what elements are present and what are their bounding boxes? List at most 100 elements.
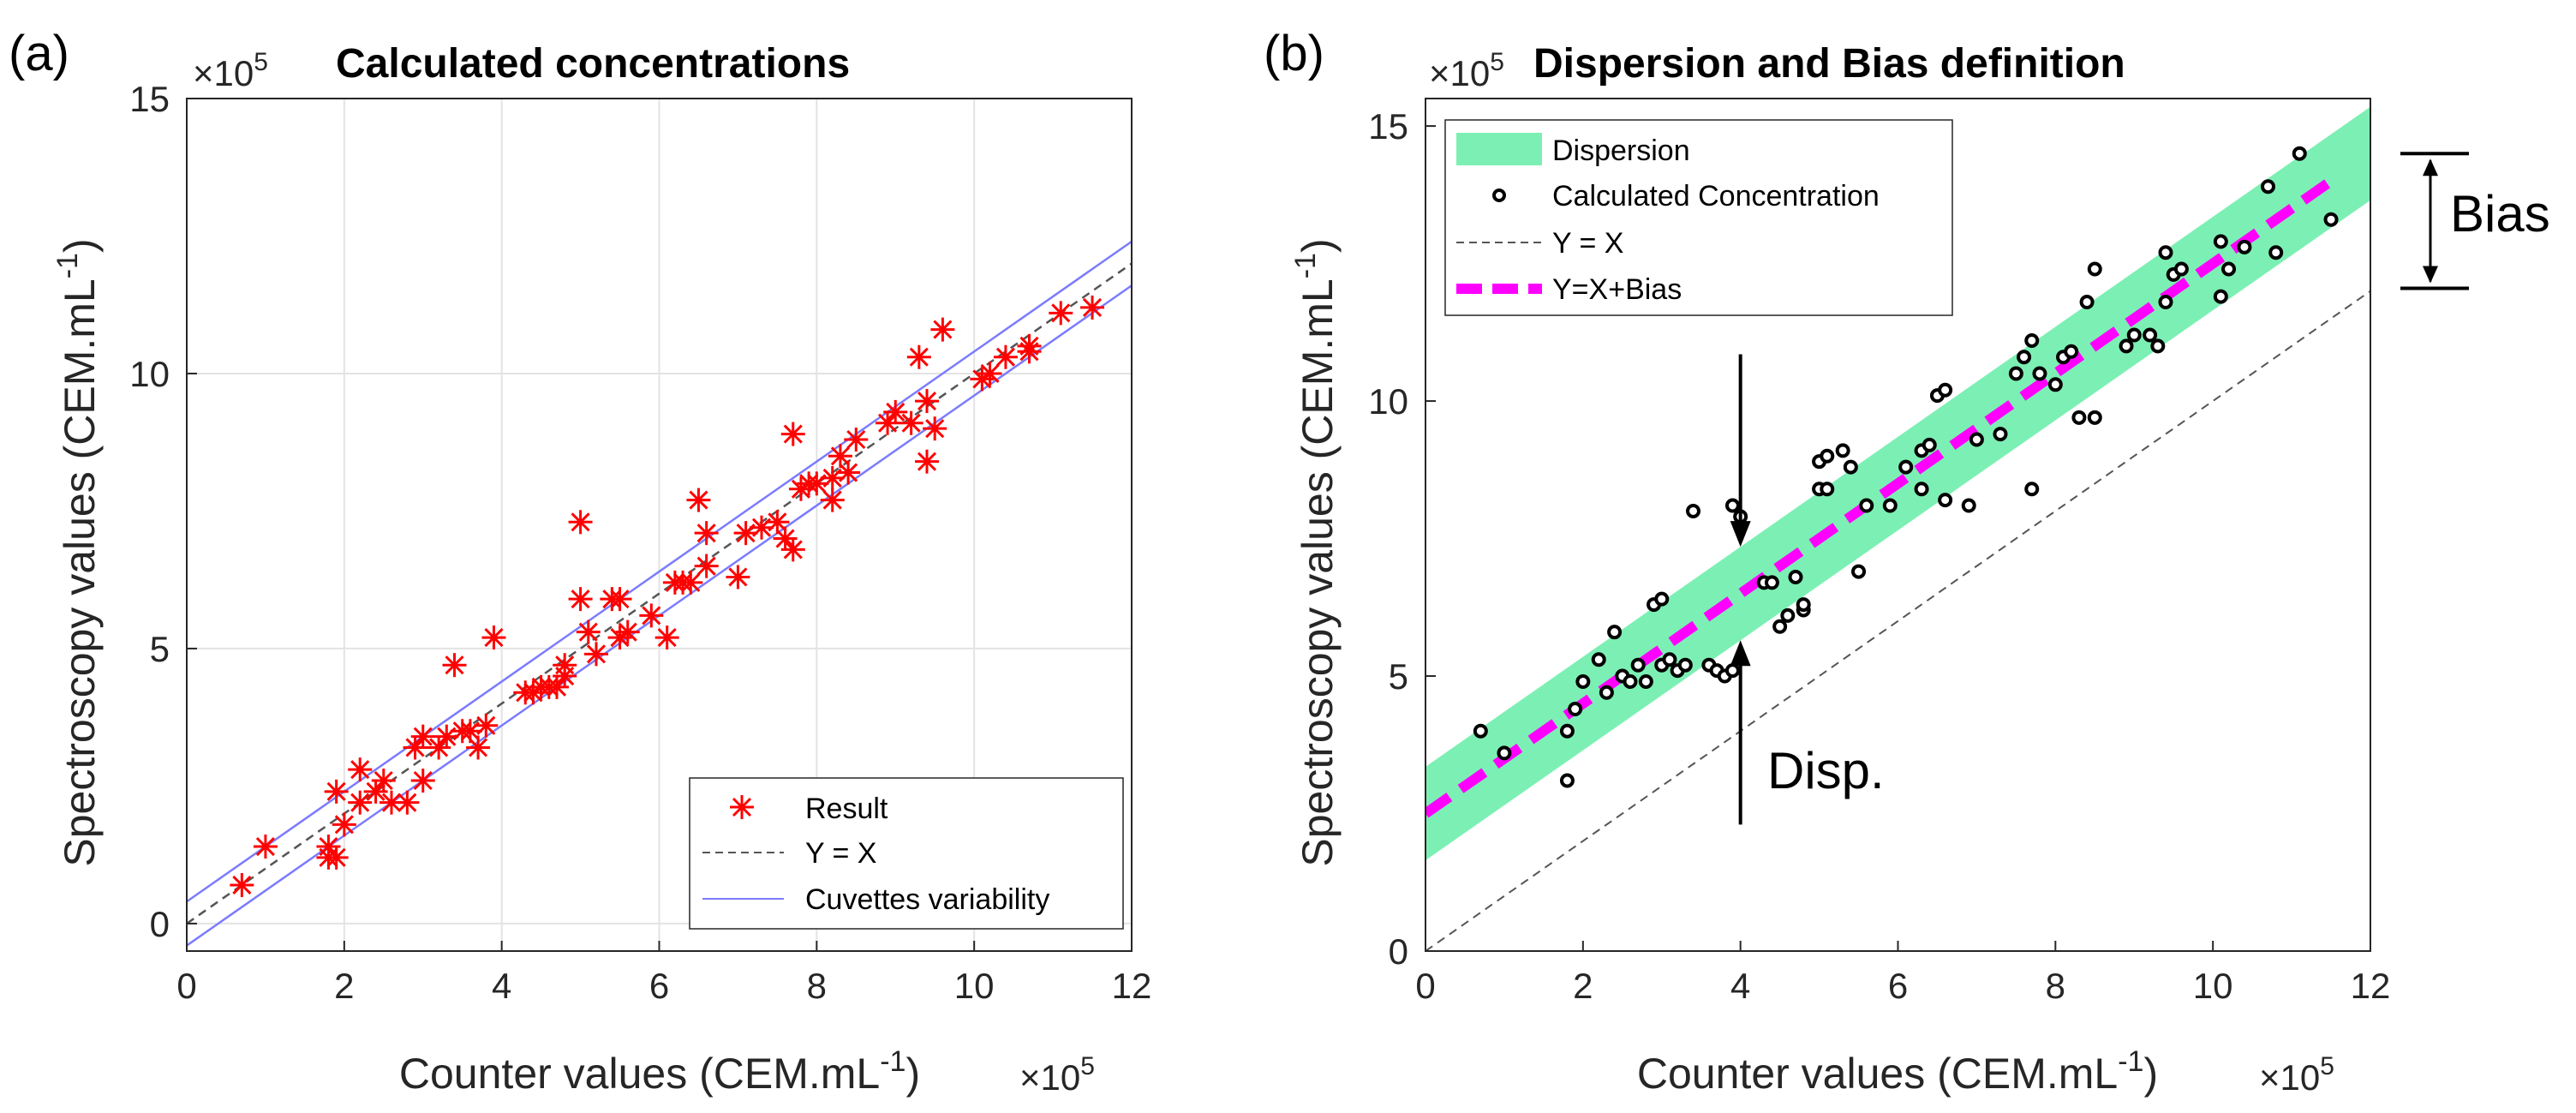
calculated-point bbox=[1780, 607, 1796, 623]
result-point bbox=[844, 428, 869, 452]
result-point bbox=[568, 510, 593, 535]
calculated-point bbox=[1764, 575, 1779, 590]
result-point bbox=[780, 422, 805, 446]
calculated-point bbox=[1820, 482, 1835, 497]
panel-b-ticks: 0 2 4 6 8 10 12 0 5 10 15 bbox=[1368, 106, 2390, 1006]
calculated-point bbox=[2032, 366, 2047, 381]
panel-a-legend: Result Y = X Cuvettes variability bbox=[689, 777, 1124, 930]
calculated-point bbox=[2064, 344, 2079, 359]
calculated-point bbox=[2087, 261, 2102, 277]
calculated-point bbox=[1969, 432, 1984, 447]
calculated-point bbox=[1686, 503, 1701, 518]
calculated-point bbox=[2268, 245, 2284, 260]
calculated-point bbox=[2292, 146, 2307, 161]
calculated-point bbox=[1559, 773, 1575, 788]
calculated-point bbox=[2143, 327, 2158, 343]
calculated-point bbox=[2261, 179, 2276, 194]
result-point bbox=[820, 488, 845, 512]
calculated-point bbox=[1914, 482, 1929, 497]
calculated-point bbox=[2213, 289, 2228, 304]
result-point bbox=[615, 619, 640, 644]
panel-a-label: (a) bbox=[9, 26, 69, 81]
x-tick-label: 8 bbox=[807, 966, 827, 1006]
result-point bbox=[568, 587, 593, 612]
legend-result-marker bbox=[730, 795, 754, 819]
calculated-point bbox=[2173, 261, 2189, 277]
x-tick-label: 0 bbox=[176, 966, 196, 1006]
calculated-point bbox=[1882, 498, 1898, 513]
panel-b-xlabel: Counter values (CEM.mL-1) bbox=[1637, 1045, 2158, 1098]
panel-b-markers bbox=[1473, 146, 2339, 788]
calculated-point bbox=[1851, 564, 1867, 579]
calculated-point bbox=[1859, 498, 1874, 513]
calculated-point bbox=[1772, 619, 1788, 634]
result-point bbox=[820, 465, 845, 490]
calculated-point bbox=[2017, 350, 2032, 365]
calculated-point bbox=[1835, 443, 1850, 458]
calculated-point bbox=[2237, 239, 2252, 254]
result-point bbox=[780, 537, 805, 562]
result-point bbox=[1049, 301, 1073, 326]
x-tick-label: 8 bbox=[2046, 966, 2065, 1006]
result-point bbox=[923, 416, 947, 441]
calculated-point bbox=[2158, 245, 2173, 260]
result-point bbox=[481, 625, 506, 650]
panel-a-title: Calculated concentrations bbox=[336, 41, 850, 87]
panel-b-ylabel: Spectroscopy values (CEM.mL-1) bbox=[1289, 238, 1342, 866]
panel-b-label: (b) bbox=[1264, 26, 1324, 81]
result-point bbox=[694, 521, 719, 546]
y-tick-label: 10 bbox=[1368, 381, 1408, 422]
y-tick-label: 0 bbox=[150, 904, 170, 944]
panel-a-ticks: 0 2 4 6 8 10 12 0 5 10 15 bbox=[129, 79, 1151, 1006]
result-point bbox=[434, 724, 459, 749]
calculated-point bbox=[2158, 295, 2173, 310]
result-point bbox=[474, 713, 499, 738]
disp-arrow-down-head bbox=[1730, 521, 1751, 548]
panel-a-y-exponent: ×105 bbox=[193, 48, 268, 93]
calculated-point bbox=[1898, 459, 1914, 475]
calculated-point bbox=[1724, 498, 1740, 513]
x-tick-label: 4 bbox=[492, 966, 511, 1006]
result-point bbox=[1017, 333, 1042, 358]
result-point bbox=[915, 449, 940, 474]
x-tick-label: 10 bbox=[954, 966, 995, 1006]
x-tick-label: 6 bbox=[1888, 966, 1908, 1006]
result-point bbox=[442, 653, 467, 678]
calculated-point bbox=[1638, 673, 1653, 689]
legend-yx-label: Y = X bbox=[805, 837, 877, 870]
calculated-point bbox=[1724, 663, 1740, 679]
calculated-point bbox=[2008, 366, 2023, 381]
calculated-point bbox=[1497, 745, 1512, 761]
result-point bbox=[1080, 295, 1105, 320]
result-point bbox=[583, 642, 608, 667]
y-tick-label: 0 bbox=[1389, 931, 1408, 972]
disp-label: Disp. bbox=[1767, 742, 1885, 799]
calculated-point bbox=[2119, 338, 2134, 354]
result-point bbox=[379, 790, 403, 815]
result-point bbox=[466, 735, 491, 760]
calculated-point bbox=[1677, 657, 1693, 673]
result-point bbox=[332, 812, 356, 837]
result-point bbox=[915, 389, 940, 414]
legend-dispersion-label: Dispersion bbox=[1552, 135, 1690, 167]
calculated-point bbox=[1654, 591, 1670, 607]
result-point bbox=[395, 790, 420, 815]
result-point bbox=[765, 510, 790, 535]
result-point bbox=[836, 460, 861, 485]
panel-b-title: Dispersion and Bias definition bbox=[1533, 41, 2125, 87]
panel-a-xlabel: Counter values (CEM.mL-1) bbox=[399, 1045, 920, 1098]
calculated-point bbox=[1820, 448, 1835, 464]
result-point bbox=[253, 835, 278, 859]
result-point bbox=[883, 399, 908, 424]
result-point bbox=[403, 735, 427, 760]
result-point bbox=[230, 872, 254, 897]
result-point bbox=[930, 317, 955, 342]
calculated-point bbox=[1922, 437, 1937, 452]
x-tick-label: 2 bbox=[1573, 966, 1593, 1006]
calculated-point bbox=[2087, 410, 2102, 425]
calculated-point bbox=[1993, 427, 2008, 442]
result-point bbox=[749, 515, 774, 540]
panel-a-ylabel: Spectroscopy values (CEM.mL-1) bbox=[51, 238, 104, 866]
calculated-point bbox=[2024, 482, 2040, 497]
